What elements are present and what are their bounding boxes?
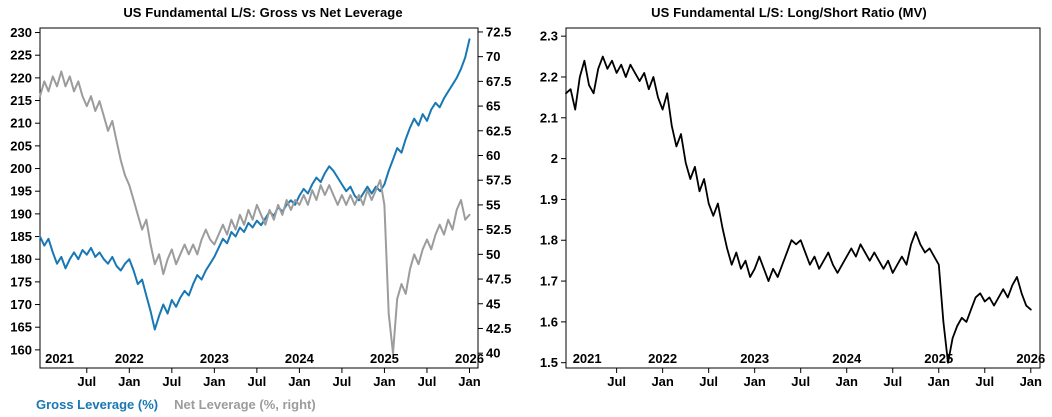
legend-gross-leverage-label: Gross Leverage (%) <box>36 397 159 412</box>
x-tick-label: Jan <box>288 374 310 389</box>
right-y-tick-label: 72.5 <box>486 24 511 39</box>
right-y-tick-label: 60 <box>486 148 500 163</box>
right-y-tick-label: 52.5 <box>486 222 511 237</box>
long-short-ratio-chart: 1.5 1.6 1.7 1.8 1.9 2 2.1 2.2 2.3 Jul Jan Jul Jan Jul… <box>540 27 1045 389</box>
y-tick-label: 190 <box>10 206 32 221</box>
right-y-tick-label: 62.5 <box>486 123 511 138</box>
y-tick-label: 2 <box>551 151 558 166</box>
y-tick-label: 210 <box>10 116 32 131</box>
x-tick-label: Jan <box>118 374 140 389</box>
x-tick-label: Jan <box>203 374 225 389</box>
x-tick-label: Jul <box>975 374 994 389</box>
y-tick-label: 175 <box>10 274 32 289</box>
y-tick-label: 1.7 <box>540 274 558 289</box>
plot-frame <box>565 27 1041 369</box>
x-tick-label: Jul <box>883 374 902 389</box>
y-tick-label: 1.9 <box>540 192 558 207</box>
chart-panel-gross-net-leverage: US Fundamental L/S: Gross vs Net Leverag… <box>0 5 526 415</box>
x-tick-label: Jan <box>373 374 395 389</box>
right-y-tick-label: 65 <box>486 99 500 114</box>
right-y-tick-label: 47.5 <box>486 272 511 287</box>
long-short-ratio-line <box>565 55 1032 364</box>
y-tick-label: 165 <box>10 320 32 335</box>
right-y-tick-label: 50 <box>486 247 500 262</box>
x-tick-label: Jan <box>458 374 480 389</box>
net-leverage-line <box>39 70 471 355</box>
right-y-tick-label: 67.5 <box>486 74 511 89</box>
year-label: 2023 <box>200 351 229 366</box>
right-y-tick-label: 57.5 <box>486 173 511 188</box>
y-tick-label: 1.5 <box>540 355 558 370</box>
year-label: 2022 <box>648 351 677 366</box>
x-tick-label: Jan <box>743 374 765 389</box>
year-label: 2024 <box>285 351 315 366</box>
y-tick-label: 230 <box>10 25 32 40</box>
x-tick-label: Jan <box>651 374 673 389</box>
x-tick-label: Jan <box>836 374 858 389</box>
x-tick-label: Jul <box>333 374 352 389</box>
y-tick-label: 1.6 <box>540 314 558 329</box>
legend-spacer <box>526 394 1052 415</box>
right-y-tick-label: 45 <box>486 296 500 311</box>
y-tick-label: 180 <box>10 252 32 267</box>
year-label: 2026 <box>1016 351 1045 366</box>
gross-net-leverage-chart: 160 165 170 175 180 185 190 195 200 205 210 215 220 2… <box>10 24 511 389</box>
chart-title-long-short-ratio: US Fundamental L/S: Long/Short Ratio (MV… <box>651 5 927 20</box>
x-tick-label: Jan <box>1020 374 1042 389</box>
y-tick-label: 195 <box>10 184 32 199</box>
year-label: 2026 <box>455 351 484 366</box>
chart-title-gross-net: US Fundamental L/S: Gross vs Net Leverag… <box>123 5 403 20</box>
year-label: 2022 <box>115 351 144 366</box>
y-tick-label: 200 <box>10 161 32 176</box>
right-y-tick-label: 55 <box>486 197 500 212</box>
year-label: 2023 <box>740 351 769 366</box>
year-label: 2021 <box>573 351 602 366</box>
x-tick-label: Jul <box>418 374 437 389</box>
legend-net-leverage-label: Net Leverage (%, right) <box>174 397 316 412</box>
x-tick-label: Jan <box>928 374 950 389</box>
plot-frame <box>39 27 479 369</box>
x-tick-label: Jul <box>791 374 810 389</box>
y-tick-label: 2.3 <box>540 29 558 44</box>
y-tick-label: 1.8 <box>540 233 558 248</box>
y-tick-label: 215 <box>10 93 32 108</box>
chart-panel-long-short-ratio: US Fundamental L/S: Long/Short Ratio (MV… <box>526 0 1052 417</box>
y-tick-label: 225 <box>10 48 32 63</box>
year-label: 2025 <box>370 351 399 366</box>
chart-legend: Gross Leverage (%) Net Leverage (%, righ… <box>0 394 526 415</box>
y-tick-label: 220 <box>10 70 32 85</box>
y-tick-label: 2.1 <box>540 110 558 125</box>
x-tick-label: Jul <box>162 374 181 389</box>
x-tick-label: Jul <box>77 374 96 389</box>
x-tick-label: Jul <box>699 374 718 389</box>
y-tick-label: 160 <box>10 342 32 357</box>
y-tick-label: 205 <box>10 138 32 153</box>
y-tick-label: 185 <box>10 229 32 244</box>
x-tick-label: Jul <box>607 374 626 389</box>
right-y-tick-label: 40 <box>486 346 500 361</box>
right-y-tick-label: 70 <box>486 49 500 64</box>
year-label: 2025 <box>924 351 953 366</box>
right-y-tick-label: 42.5 <box>486 321 511 336</box>
x-tick-label: Jul <box>247 374 266 389</box>
gross-leverage-line <box>39 38 471 331</box>
year-label: 2024 <box>832 351 862 366</box>
y-tick-label: 2.2 <box>540 69 558 84</box>
y-tick-label: 170 <box>10 297 32 312</box>
year-label: 2021 <box>45 351 74 366</box>
